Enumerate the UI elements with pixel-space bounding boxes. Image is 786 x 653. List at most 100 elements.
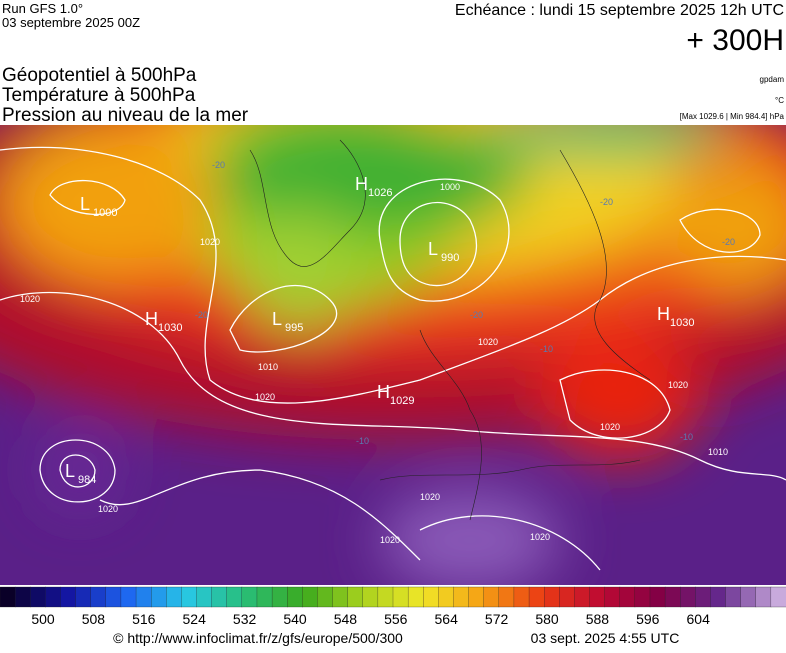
center-symbol: H — [657, 304, 670, 324]
color-swatch — [181, 586, 197, 608]
color-swatch — [45, 586, 61, 608]
color-swatch — [664, 586, 681, 608]
colorbar-label: 564 — [435, 611, 459, 627]
colorbar-label: 540 — [283, 611, 307, 627]
color-swatch — [649, 586, 666, 608]
color-swatch — [725, 586, 742, 608]
color-swatch — [392, 586, 409, 608]
color-swatch — [0, 586, 16, 608]
color-swatch — [271, 586, 288, 608]
center-symbol: H — [145, 309, 158, 329]
color-swatch — [332, 586, 349, 608]
color-swatch — [710, 586, 726, 608]
color-swatch — [498, 586, 515, 608]
color-swatch — [559, 586, 575, 608]
valid-time: Echéance : lundi 15 septembre 2025 12h U… — [455, 2, 784, 19]
center-symbol: L — [80, 194, 90, 214]
color-swatch — [120, 586, 137, 608]
temperature-label: -10 — [540, 344, 553, 354]
temperature-label: -20 — [722, 237, 735, 247]
contour-labels: 1000 1020 1020 1010 1020 1020 1020 1020 1010 1020… — [20, 160, 735, 545]
colorbar-label: 604 — [687, 611, 711, 627]
isobar-label: 1020 — [530, 532, 550, 542]
color-swatch — [226, 586, 243, 608]
color-swatch — [740, 586, 757, 608]
unit-label: gpdam — [760, 75, 785, 84]
colorbar-label: 516 — [132, 611, 156, 627]
center-symbol: H — [355, 174, 368, 194]
colorbar-label: 508 — [82, 611, 106, 627]
center-symbol: L — [272, 309, 282, 329]
color-swatch — [528, 586, 545, 608]
colorbar-label: 580 — [535, 611, 559, 627]
color-swatch — [468, 586, 485, 608]
isobar-label: 1010 — [708, 447, 728, 457]
color-swatch — [347, 586, 364, 608]
center-value: 1030 — [158, 322, 182, 334]
colorbar-label: 524 — [183, 611, 207, 627]
isobar-label: 1020 — [200, 237, 220, 247]
color-swatch — [574, 586, 590, 608]
temperature-label: -20 — [470, 310, 483, 320]
color-swatch — [151, 586, 167, 608]
generated-time: 03 sept. 2025 4:55 UTC — [531, 630, 680, 646]
color-swatch — [302, 586, 318, 608]
colorbar-label: 500 — [31, 611, 55, 627]
temperature-label: -10 — [680, 432, 693, 442]
colorbar-label: 548 — [334, 611, 358, 627]
color-swatch — [317, 586, 333, 608]
temperature-label: -10 — [356, 436, 369, 446]
coastlines — [249, 139, 651, 521]
color-swatch — [680, 586, 696, 608]
color-swatch — [589, 586, 606, 608]
center-value: 1026 — [368, 187, 392, 199]
color-swatch — [90, 586, 107, 608]
field-name: Pression au niveau de la mer — [2, 105, 249, 126]
run-label: Run GFS 1.0° — [2, 1, 83, 16]
color-swatch — [241, 586, 258, 608]
isobar-label: 1020 — [380, 535, 400, 545]
color-swatch — [211, 586, 228, 608]
color-swatch — [105, 586, 122, 608]
map — [0, 125, 786, 585]
color-swatch — [755, 586, 772, 608]
color-swatch — [30, 586, 46, 608]
color-swatch — [377, 586, 394, 608]
color-swatch — [483, 586, 500, 608]
isobar-label: 1020 — [255, 392, 275, 402]
center-symbol: L — [428, 239, 438, 259]
color-swatch — [135, 586, 152, 608]
isobar-label: 1010 — [258, 362, 278, 372]
isobar-label: 1020 — [600, 422, 620, 432]
temperature-label: -20 — [600, 197, 613, 207]
center-value: 995 — [285, 322, 303, 334]
center-value: 990 — [441, 252, 459, 264]
center-symbol: H — [377, 382, 390, 402]
unit-label: [Max 1029.6 | Min 984.4] hPa — [680, 112, 785, 121]
color-swatch — [770, 586, 786, 608]
color-swatch — [438, 586, 454, 608]
color-swatch — [166, 586, 182, 608]
colorbar-label: 596 — [636, 611, 660, 627]
color-swatch — [453, 586, 470, 608]
colorbar: 500 508 516 524 532 540 548 556 564 572 580 588 596 6… — [0, 586, 786, 627]
color-swatch — [604, 586, 621, 608]
isobar-label: 1020 — [98, 504, 118, 514]
colorbar-label: 588 — [586, 611, 610, 627]
color-swatch — [423, 586, 439, 608]
color-swatch — [256, 586, 273, 608]
color-swatch — [362, 586, 379, 608]
isobar-label: 1020 — [478, 337, 498, 347]
color-swatch — [196, 586, 213, 608]
colorbar-label: 532 — [233, 611, 257, 627]
color-swatch — [619, 586, 636, 608]
colorbar-label: 572 — [485, 611, 509, 627]
isobar-label: 1020 — [668, 380, 688, 390]
isobars — [0, 146, 786, 571]
color-swatch — [75, 586, 92, 608]
field-name: Géopotentiel à 500hPa — [2, 65, 197, 86]
temperature-label: -20 — [212, 160, 225, 170]
lead-time: + 300H — [686, 24, 784, 57]
